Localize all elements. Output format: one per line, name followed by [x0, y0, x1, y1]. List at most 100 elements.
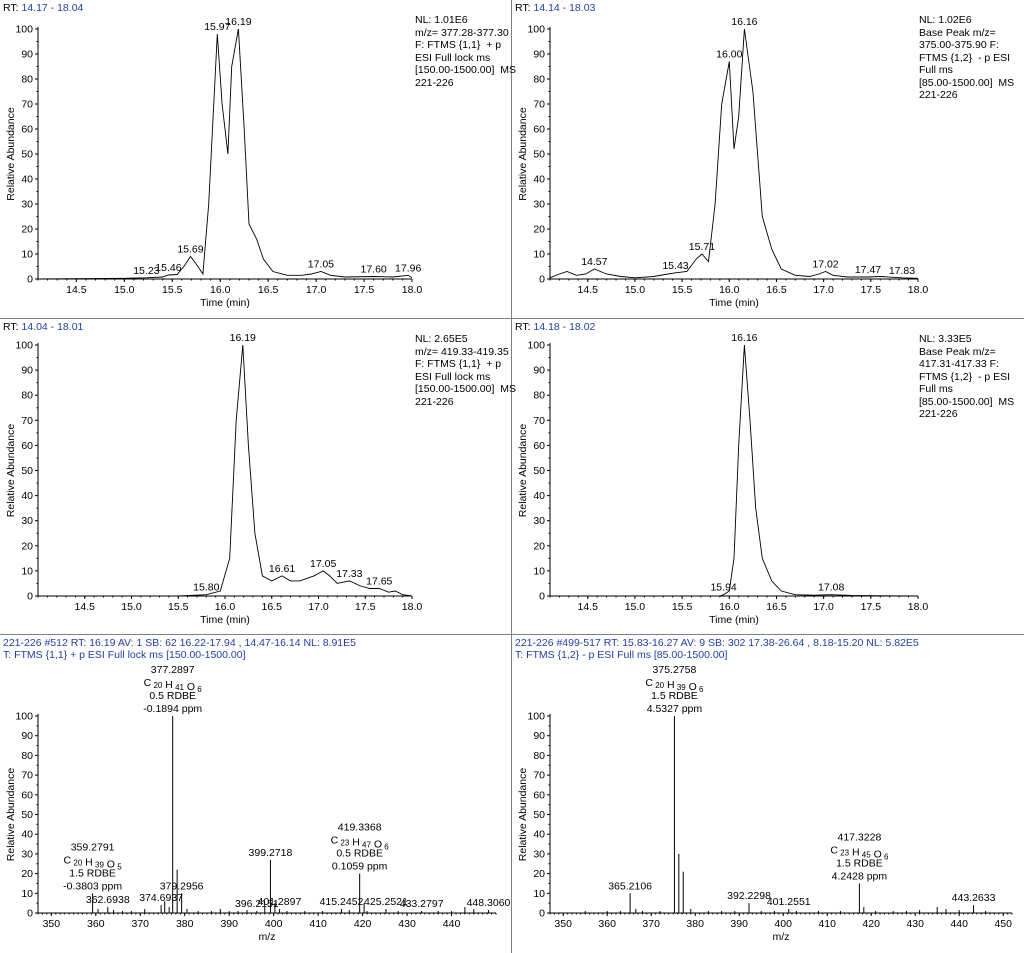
- rt-header: RT: 14.04 - 18.01: [3, 321, 83, 333]
- y-tick-label: 80: [21, 74, 33, 86]
- peak-annotation: 0.5 RDBE: [149, 690, 196, 702]
- info-line: ESI Full lock ms: [415, 370, 491, 383]
- y-tick-label: 70: [533, 415, 545, 427]
- scan-header: 221-226 #512 RT: 16.19 AV: 1 SB: 62 16.2…: [3, 637, 356, 649]
- y-tick-label: 80: [21, 390, 33, 402]
- peak-label: 17.02: [812, 259, 838, 271]
- peak-label: 15.71: [689, 241, 715, 253]
- mass-spectrum-panel-1: 221-226 #512 RT: 16.19 AV: 1 SB: 62 16.2…: [0, 635, 511, 953]
- y-tick-label: 60: [533, 789, 545, 801]
- x-tick-label: 380: [686, 918, 704, 930]
- rt-range: 14.04 - 18.01: [21, 321, 84, 333]
- trace-info: NL: 1.02E6 Base Peak m/z= 375.00-375.90 …: [919, 14, 1014, 102]
- y-tick-label: 90: [533, 730, 545, 742]
- y-tick-label: 20: [533, 868, 545, 880]
- y-tick-label: 80: [21, 750, 33, 762]
- rt-range: 14.17 - 18.04: [21, 2, 84, 14]
- rt-header: RT: 14.18 - 18.02: [515, 321, 595, 333]
- y-tick-label: 0: [27, 274, 33, 286]
- peak-annotation: 359.2791: [71, 841, 115, 853]
- x-tick-label: 16.0: [719, 284, 740, 296]
- info-line: 221-226: [415, 395, 454, 408]
- chromatogram-plot: 0 10 20 30 40 50 60 70 80 90 100 14.5 15.0 15.5 16.0 16…: [517, 16, 929, 309]
- x-tick-label: 370: [132, 918, 150, 930]
- peak-annotation: 396.2151: [235, 898, 279, 910]
- y-tick-label: 20: [21, 224, 33, 236]
- peak-annotation: 1.5 RDBE: [836, 857, 883, 869]
- y-axis-label: Relative Abundance: [5, 768, 17, 862]
- x-tick-label: 15.0: [625, 284, 646, 296]
- info-line: 221-226: [415, 76, 454, 89]
- y-tick-label: 90: [21, 730, 33, 742]
- y-tick-label: 70: [21, 770, 33, 782]
- info-line: [150.00-1500.00] MS: [415, 383, 516, 395]
- y-tick-label: 50: [533, 465, 545, 477]
- y-tick-label: 90: [533, 365, 545, 377]
- x-axis-label: Time (min): [709, 297, 759, 309]
- info-line: Base Peak m/z=: [919, 26, 996, 39]
- peak-label: 15.23: [133, 265, 159, 277]
- peak-annotation: 425.2521: [364, 896, 408, 908]
- y-tick-label: 0: [27, 908, 33, 920]
- peak-label: 16.16: [731, 16, 757, 28]
- y-tick-label: 30: [533, 515, 545, 527]
- x-tick-label: 18.0: [908, 284, 929, 296]
- y-tick-label: 50: [21, 149, 33, 161]
- info-line: Full ms: [919, 64, 953, 76]
- x-tick-label: 17.5: [355, 601, 376, 613]
- x-tick-label: 16.5: [262, 601, 283, 613]
- info-line: 221-226: [919, 89, 958, 101]
- chromatogram-plot: 0 10 20 30 40 50 60 70 80 90 100 14.5 15.0 15.5 16.0 16…: [5, 16, 422, 309]
- x-tick-label: 17.0: [813, 601, 834, 613]
- info-line: F: FTMS {1,1} + p: [415, 358, 502, 370]
- scan-header: 221-226 #499-517 RT: 15.83-16.27 AV: 9 S…: [515, 637, 919, 649]
- rt-label: RT:: [515, 2, 531, 14]
- chromatogram-trace: [38, 344, 413, 597]
- y-tick-label: 30: [21, 199, 33, 211]
- peak-annotation: -0.1894 ppm: [143, 703, 202, 715]
- peak-annotation: 419.3368: [338, 822, 382, 834]
- peak-annotation: 399.2718: [249, 847, 293, 859]
- info-line: [85.00-1500.00] MS: [919, 76, 1015, 89]
- peak-label: 15.46: [155, 262, 181, 274]
- mass-spectrum-plot: 0 10 20 30 40 50 60 70 80 90 100 350 360 370 380 390 400…: [5, 664, 511, 943]
- x-tick-label: 420: [862, 918, 880, 930]
- info-line: F: FTMS {1,1} + p: [415, 39, 502, 51]
- y-tick-label: 90: [21, 365, 33, 377]
- y-tick-label: 100: [527, 711, 545, 723]
- peak-annotation: 401.2897: [258, 896, 302, 908]
- peak-annotation: C 20 H 39 O 6: [645, 677, 704, 694]
- x-tick-label: 16.0: [210, 284, 231, 296]
- info-line: [85.00-1500.00] MS: [919, 395, 1015, 408]
- x-tick-label: 360: [598, 918, 616, 930]
- x-tick-label: 15.5: [168, 601, 189, 613]
- y-tick-label: 50: [21, 465, 33, 477]
- chromatogram-trace: [549, 28, 919, 279]
- peak-annotation: 1.5 RDBE: [69, 867, 116, 879]
- peak-annotation: 379.2956: [160, 880, 204, 892]
- x-tick-label: 450: [994, 918, 1012, 930]
- peak-annotation: 401.2551: [767, 896, 811, 908]
- y-tick-label: 60: [533, 124, 545, 136]
- y-tick-label: 80: [533, 750, 545, 762]
- info-line: NL: 1.01E6: [415, 14, 468, 26]
- peak-annotation: 377.2897: [151, 664, 195, 676]
- peak-label: 17.65: [366, 575, 392, 587]
- y-tick-label: 40: [533, 829, 545, 841]
- y-axis-label: Relative Abundance: [517, 107, 529, 201]
- y-tick-label: 90: [533, 49, 545, 61]
- peak-label: 14.57: [581, 256, 607, 268]
- y-tick-label: 20: [533, 224, 545, 236]
- x-tick-label: 17.0: [308, 601, 329, 613]
- y-tick-label: 40: [533, 490, 545, 502]
- peak-label: 17.60: [361, 264, 387, 276]
- x-tick-label: 17.0: [306, 284, 327, 296]
- y-tick-label: 30: [533, 848, 545, 860]
- peak-annotation: 433.2797: [400, 898, 444, 910]
- y-tick-label: 10: [533, 565, 545, 577]
- chromatogram-panel-4: RT: 14.18 - 18.02 0 10 20 30 40 50 60 70 80 90 100…: [512, 319, 1024, 634]
- y-tick-label: 60: [21, 789, 33, 801]
- x-tick-label: 14.5: [66, 284, 87, 296]
- x-tick-label: 14.5: [578, 601, 599, 613]
- peak-label: 17.08: [818, 582, 844, 594]
